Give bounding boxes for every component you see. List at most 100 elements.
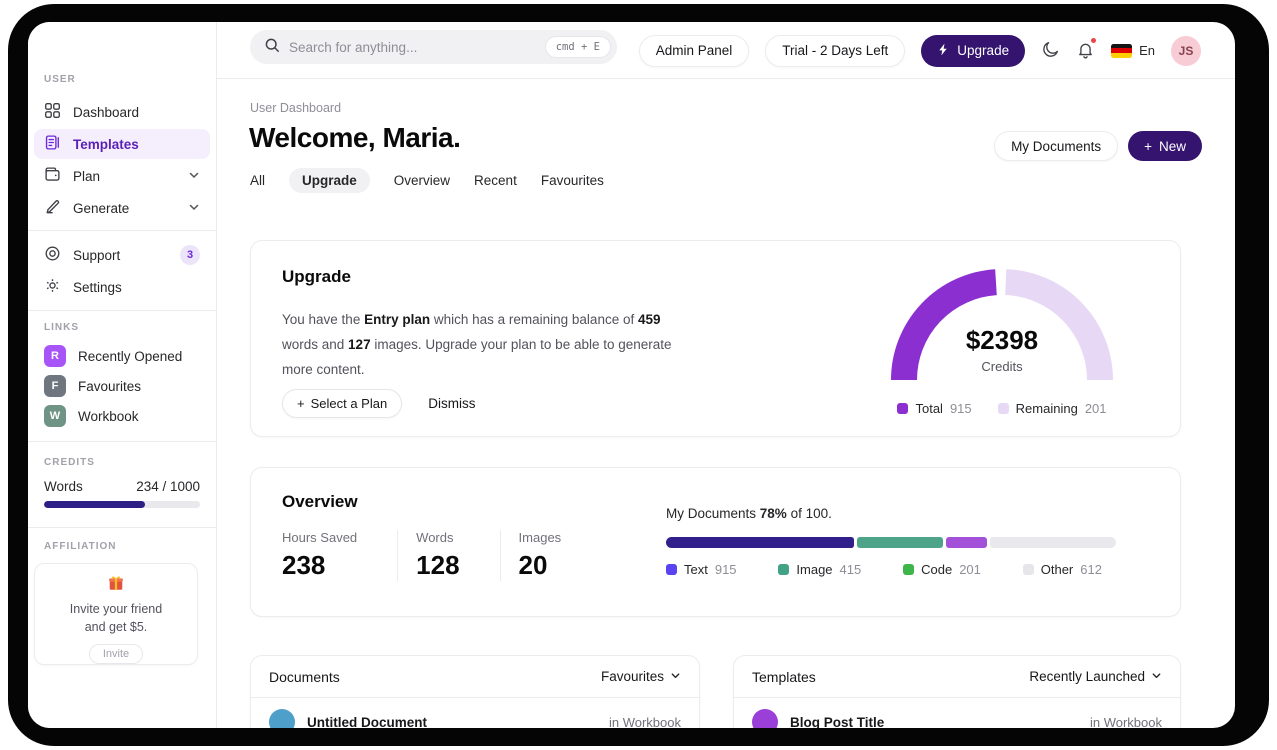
usage-block: My Documents 78% of 100. Text 915 (666, 506, 1116, 577)
legend-swatch (903, 564, 915, 575)
sidebar-item-dashboard[interactable]: Dashboard (34, 97, 210, 127)
sidebar-link-label: Favourites (78, 378, 142, 394)
grid-icon (44, 102, 61, 122)
moon-icon (1041, 40, 1060, 62)
credits-value: 234 / 1000 (136, 479, 200, 494)
notifications-button[interactable] (1076, 36, 1098, 62)
credits-progress-fill (44, 501, 146, 508)
legend-swatch (1022, 564, 1034, 575)
sidebar-link-label: Recently Opened (78, 348, 183, 364)
language-label[interactable]: En (1139, 43, 1155, 58)
legend-item-code: Code 201 (903, 562, 981, 577)
select-plan-button[interactable]: + Select a Plan (282, 389, 403, 418)
keyboard-shortcut-badge: cmd + E (544, 36, 611, 58)
gauge-center-value: $2398 (965, 325, 1039, 355)
device-frame: USER Dashboard Templates Plan Gene (8, 4, 1269, 746)
search-input[interactable] (289, 39, 536, 55)
gauge-arc-remaining (891, 269, 1113, 381)
stat-hours-saved: Hours Saved 238 (282, 530, 399, 581)
usage-title: My Documents 78% of 100. (666, 506, 832, 521)
gauge-arc-filled (891, 269, 1113, 381)
sidebar-item-plan[interactable]: Plan (34, 161, 210, 191)
upgrade-card-title: Upgrade (282, 267, 351, 286)
divider (28, 441, 216, 442)
tab-all[interactable]: All (250, 173, 266, 188)
new-button[interactable]: + New (1128, 131, 1202, 161)
sidebar-link-label: Workbook (78, 408, 139, 424)
breadcrumb: User Dashboard (250, 101, 342, 115)
invite-button[interactable]: Invite (88, 644, 144, 665)
section-label-user: USER (44, 74, 76, 85)
tab-favourites[interactable]: Favourites (540, 173, 604, 188)
sidebar: USER Dashboard Templates Plan Gene (28, 22, 217, 728)
dark-mode-toggle[interactable] (1041, 40, 1060, 62)
document-row[interactable]: Untitled Document in Workbook (251, 698, 699, 728)
user-avatar[interactable]: JS (1171, 35, 1201, 66)
section-label-links: LINKS (44, 322, 79, 333)
link-initial-badge: W (44, 405, 66, 427)
bell-icon (1076, 40, 1095, 62)
usage-legend: Text 915 Image 415 Code 201 (666, 562, 1116, 577)
notification-dot (1090, 36, 1098, 44)
sidebar-link-favourites[interactable]: F Favourites (34, 372, 210, 400)
sidebar-link-workbook[interactable]: W Workbook (34, 402, 210, 430)
main-area: cmd + E Admin Panel Trial - 2 Days Left … (217, 22, 1235, 728)
credits-type-label: Words (44, 479, 83, 494)
pencil-icon (44, 198, 61, 218)
sidebar-item-label: Generate (73, 200, 130, 216)
overview-card-title: Overview (282, 492, 358, 511)
chevron-down-icon (1151, 669, 1162, 684)
legend-item-total: Total 915 (897, 401, 972, 416)
gift-icon (35, 574, 197, 597)
sidebar-item-label: Templates (73, 136, 139, 152)
affiliation-text-line1: Invite your friend (69, 602, 163, 616)
search-bar[interactable]: cmd + E (250, 30, 617, 64)
legend-item-remaining: Remaining 201 (997, 401, 1107, 416)
template-title: Blog Post Title (790, 714, 885, 729)
divider (28, 310, 216, 311)
sidebar-link-recently-opened[interactable]: R Recently Opened (34, 342, 210, 370)
gauge-center-label: Credits (981, 359, 1023, 374)
tab-upgrade[interactable]: Upgrade (289, 168, 370, 193)
link-initial-badge: R (44, 345, 66, 367)
germany-flag-icon[interactable] (1111, 43, 1133, 58)
app-window: USER Dashboard Templates Plan Gene (28, 22, 1235, 728)
legend-swatch (666, 564, 677, 575)
support-count-badge: 3 (180, 245, 200, 265)
sidebar-item-generate[interactable]: Generate (34, 193, 210, 223)
dismiss-button[interactable]: Dismiss (428, 396, 476, 411)
upgrade-button[interactable]: Upgrade (921, 34, 1026, 67)
documents-card: Documents Favourites Untitled Document i… (250, 655, 700, 728)
stat-words: Words 128 (416, 530, 501, 581)
documents-filter-dropdown[interactable]: Favourites (601, 669, 681, 684)
template-row[interactable]: Blog Post Title in Workbook (734, 698, 1180, 728)
topbar: cmd + E Admin Panel Trial - 2 Days Left … (217, 22, 1235, 79)
usage-bar-segment (857, 537, 943, 548)
sidebar-item-support[interactable]: Support 3 (34, 240, 210, 270)
affiliation-card: Invite your friend and get $5. Invite (34, 563, 198, 665)
gauge-legend: Total 915 Remaining 201 (891, 401, 1113, 416)
templates-card-title: Templates (752, 668, 816, 685)
upgrade-card: Upgrade You have the Entry plan which ha… (250, 240, 1181, 437)
chevron-down-icon (188, 201, 200, 216)
sidebar-item-label: Support (73, 247, 121, 263)
usage-stacked-bar (666, 537, 1116, 548)
tab-overview[interactable]: Overview (393, 173, 451, 188)
sidebar-item-label: Settings (73, 279, 122, 295)
my-documents-button[interactable]: My Documents (994, 131, 1119, 161)
trial-status-button[interactable]: Trial - 2 Days Left (765, 34, 906, 67)
sidebar-item-templates[interactable]: Templates (34, 129, 210, 159)
documents-card-title: Documents (269, 668, 340, 685)
templates-filter-dropdown[interactable]: Recently Launched (1029, 669, 1162, 684)
admin-panel-button[interactable]: Admin Panel (638, 34, 750, 67)
stats-row: Hours Saved 238 Words 128 Images 20 (282, 530, 619, 581)
lightning-icon (937, 43, 950, 59)
affiliation-text-line2: and get $5. (84, 620, 148, 635)
sidebar-item-settings[interactable]: Settings (34, 272, 210, 302)
tab-recent[interactable]: Recent (474, 173, 517, 188)
chevron-down-icon (670, 669, 681, 684)
wallet-icon (44, 166, 61, 186)
chevron-down-icon (188, 169, 200, 184)
legend-item-text: Text 915 (666, 562, 737, 577)
page-title: Welcome, Maria. (249, 122, 461, 153)
